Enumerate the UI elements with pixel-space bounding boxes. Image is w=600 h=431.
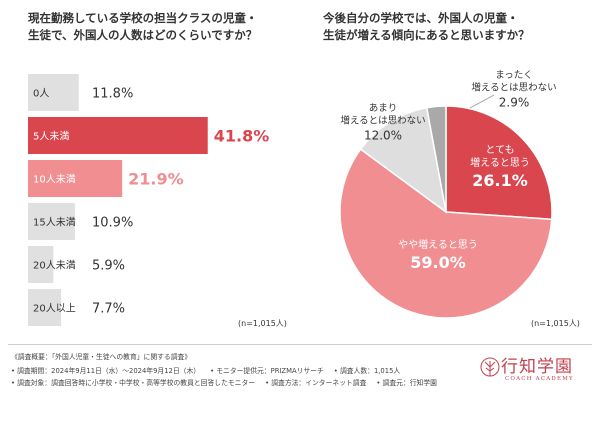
pie-slice-1: [339, 148, 553, 319]
pie-label-1: やや増えると思う: [398, 238, 478, 251]
footer-line-3: • 調査対象：調査回答時に小学校・中学校・高等学校の教員と回答したモニター • 調…: [11, 378, 447, 388]
bar-value-label-1: 41.8%: [214, 127, 270, 146]
bar-category-label-2: 10人未満: [33, 174, 76, 186]
bar-4: [28, 246, 54, 283]
bar-value-label-4: 5.9%: [92, 259, 125, 274]
left-title-line2: 生徒で、外国人の人数はどのくらいですか？: [28, 28, 258, 42]
bar-2: [28, 160, 123, 197]
pie-value-label-1: 59.0%: [410, 253, 466, 272]
bar-chart: 0人 11.8% 5人未満 41.8% 10人未満 21.9% 15人未満 10.9% 20人未…: [28, 74, 270, 326]
bar-category-label-0: 0人: [33, 88, 49, 100]
pie-value-label-0: 26.1%: [472, 171, 528, 190]
pie-label-2: あまり増えるとは思わない: [340, 103, 425, 127]
bar-0: [28, 74, 79, 111]
footer-survey-name: 《調査概要：「外国人児童・生徒への教育」に関する調査》: [11, 353, 192, 361]
footer-count: • 調査人数：1,015人: [333, 367, 401, 375]
bar-category-label-3: 15人未満: [33, 217, 76, 229]
logo-tree-icon: [480, 357, 500, 377]
pie-label-3: まったく増えるとは思わない: [471, 70, 556, 94]
bar-category-label-1: 5人未満: [33, 131, 69, 143]
left-chart-title: 現在勤務している学校の担当クラスの児童・ 生徒で、外国人の人数はどのくらいですか…: [28, 10, 257, 44]
pie-value-label-3: 2.9%: [499, 96, 530, 110]
footer-divider: [8, 344, 592, 345]
footer-line-2: • 調査期間：2024年9月11日（水）～2024年9月12日（木） • モニター…: [11, 366, 410, 376]
bar-1: [28, 117, 208, 154]
bar-value-label-5: 7.7%: [92, 302, 125, 317]
bar-value-label-2: 21.9%: [128, 170, 184, 189]
left-title-line1: 現在勤務している学校の担当クラスの児童・: [28, 11, 258, 25]
bar-5: [28, 289, 62, 326]
pie-slice-0: [445, 105, 553, 221]
pie-value-label-2: 12.0%: [364, 129, 402, 143]
bar-value-label-3: 10.9%: [92, 216, 133, 231]
bar-category-label-4: 20人未満: [33, 260, 76, 272]
logo-sub: COACH ACADEMY: [505, 376, 574, 382]
right-title-line1: 今後自分の学校では、外国人の児童・: [323, 11, 519, 25]
right-chart-title: 今後自分の学校では、外国人の児童・ 生徒が増える傾向にあると思いますか？: [323, 10, 530, 44]
bar-category-label-5: 20人以上: [33, 303, 76, 315]
bar-3: [28, 203, 75, 240]
footer-source: • 調査元：行知学園: [376, 379, 437, 387]
footer-method: • 調査方法：インターネット調査: [265, 379, 367, 387]
pie-label-0: とても増えると思う: [470, 144, 530, 169]
right-sample-size: (n=1,015人): [531, 319, 580, 328]
logo-name: 行知学園: [501, 357, 573, 377]
pie-slice-3: [425, 105, 447, 213]
footer-period: • 調査期間：2024年9月11日（水）～2024年9月12日（木）: [11, 367, 201, 375]
pie-slice-2: [359, 106, 448, 214]
left-sample-size: (n=1,015人): [238, 319, 287, 328]
pie-chart: とても増えると思う 26.1% やや増えると思う 59.0% あまり増えるとは思わない 1…: [339, 70, 557, 319]
bar-value-label-0: 11.8%: [92, 87, 133, 102]
footer-provider: • モニター提供元：PRIZMAリサーチ: [210, 367, 324, 375]
right-title-line2: 生徒が増える傾向にあると思いますか？: [323, 28, 530, 42]
footer-target: • 調査対象：調査回答時に小学校・中学校・高等学校の教員と回答したモニター: [11, 379, 256, 387]
pie-leader-line: [469, 94, 495, 109]
